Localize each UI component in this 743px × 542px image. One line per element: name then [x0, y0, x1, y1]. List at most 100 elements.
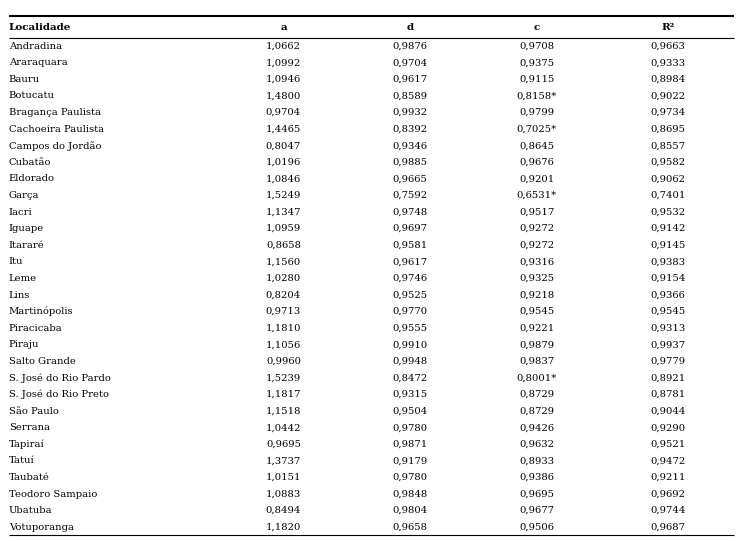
- Text: 0,9375: 0,9375: [519, 59, 554, 67]
- Text: 0,9770: 0,9770: [392, 307, 427, 316]
- Text: Teodoro Sampaio: Teodoro Sampaio: [9, 489, 97, 499]
- Text: 0,7592: 0,7592: [392, 191, 427, 200]
- Text: Piraju: Piraju: [9, 340, 39, 349]
- Text: Taubaté: Taubaté: [9, 473, 50, 482]
- Text: Leme: Leme: [9, 274, 37, 283]
- Text: 0,9316: 0,9316: [519, 257, 554, 266]
- Text: R²: R²: [661, 23, 675, 31]
- Text: 0,9704: 0,9704: [266, 108, 301, 117]
- Text: Serrana: Serrana: [9, 423, 50, 432]
- Text: 0,9506: 0,9506: [519, 522, 554, 532]
- Text: 0,9218: 0,9218: [519, 291, 554, 300]
- Text: 0,9062: 0,9062: [650, 175, 686, 183]
- Text: 0,9386: 0,9386: [519, 473, 554, 482]
- Text: 0,9582: 0,9582: [650, 158, 686, 167]
- Text: 1,0992: 1,0992: [266, 59, 301, 67]
- Text: 0,9426: 0,9426: [519, 423, 554, 432]
- Text: 0,9545: 0,9545: [650, 307, 686, 316]
- Text: 1,5239: 1,5239: [266, 373, 301, 383]
- Text: 0,9677: 0,9677: [519, 506, 554, 515]
- Text: 1,0280: 1,0280: [266, 274, 301, 283]
- Text: 0,9632: 0,9632: [519, 440, 554, 449]
- Text: Araraquara: Araraquara: [9, 59, 68, 67]
- Text: a: a: [280, 23, 287, 31]
- Text: 0,8047: 0,8047: [266, 141, 301, 150]
- Text: 0,8729: 0,8729: [519, 390, 554, 399]
- Text: S. José do Rio Pardo: S. José do Rio Pardo: [9, 373, 111, 383]
- Text: 1,1056: 1,1056: [266, 340, 301, 349]
- Text: 0,9201: 0,9201: [519, 175, 554, 183]
- Text: 0,9313: 0,9313: [650, 324, 686, 333]
- Text: Botucatu: Botucatu: [9, 92, 55, 100]
- Text: 0,9581: 0,9581: [392, 241, 427, 250]
- Text: Eldorado: Eldorado: [9, 175, 55, 183]
- Text: 0,9932: 0,9932: [392, 108, 427, 117]
- Text: 1,0196: 1,0196: [266, 158, 301, 167]
- Text: 0,9876: 0,9876: [392, 42, 427, 51]
- Text: 0,9290: 0,9290: [650, 423, 686, 432]
- Text: 0,9663: 0,9663: [651, 42, 685, 51]
- Text: 0,8921: 0,8921: [650, 373, 686, 383]
- Text: 0,9848: 0,9848: [392, 489, 427, 499]
- Text: 0,9799: 0,9799: [519, 108, 554, 117]
- Text: Lins: Lins: [9, 291, 30, 300]
- Text: Garça: Garça: [9, 191, 39, 200]
- Text: 0,8645: 0,8645: [519, 141, 554, 150]
- Text: 0,8933: 0,8933: [519, 456, 554, 466]
- Text: 1,0662: 1,0662: [266, 42, 301, 51]
- Text: 0,9366: 0,9366: [651, 291, 685, 300]
- Text: 0,9346: 0,9346: [392, 141, 427, 150]
- Text: 0,9532: 0,9532: [650, 208, 686, 217]
- Text: 0,9315: 0,9315: [392, 390, 427, 399]
- Text: 0,9687: 0,9687: [650, 522, 686, 532]
- Text: 0,9545: 0,9545: [519, 307, 554, 316]
- Text: 0,9780: 0,9780: [392, 473, 427, 482]
- Text: Votuporanga: Votuporanga: [9, 522, 74, 532]
- Text: 0,8158*: 0,8158*: [516, 92, 557, 100]
- Text: 0,8589: 0,8589: [392, 92, 427, 100]
- Text: 0,9521: 0,9521: [650, 440, 686, 449]
- Text: 0,9704: 0,9704: [392, 59, 427, 67]
- Text: 0,8204: 0,8204: [266, 291, 301, 300]
- Text: 1,0151: 1,0151: [266, 473, 301, 482]
- Text: 0,9744: 0,9744: [650, 506, 686, 515]
- Text: 0,9617: 0,9617: [392, 257, 427, 266]
- Text: 0,7025*: 0,7025*: [516, 125, 557, 134]
- Text: 1,1347: 1,1347: [266, 208, 301, 217]
- Text: 0,9525: 0,9525: [392, 291, 427, 300]
- Text: 1,0946: 1,0946: [266, 75, 301, 84]
- Text: 0,8658: 0,8658: [266, 241, 301, 250]
- Text: 0,9910: 0,9910: [392, 340, 427, 349]
- Text: 0,9022: 0,9022: [650, 92, 686, 100]
- Text: 1,1560: 1,1560: [266, 257, 301, 266]
- Text: 0,9676: 0,9676: [519, 158, 554, 167]
- Text: 0,8557: 0,8557: [650, 141, 686, 150]
- Text: Localidade: Localidade: [9, 23, 71, 31]
- Text: 0,7401: 0,7401: [650, 191, 686, 200]
- Text: 1,1518: 1,1518: [266, 406, 301, 416]
- Text: Tapiraí: Tapiraí: [9, 440, 45, 449]
- Text: 0,9272: 0,9272: [519, 241, 554, 250]
- Text: 1,0442: 1,0442: [266, 423, 301, 432]
- Text: 0,8781: 0,8781: [650, 390, 686, 399]
- Text: 1,1810: 1,1810: [266, 324, 301, 333]
- Text: Ubatuba: Ubatuba: [9, 506, 53, 515]
- Text: 1,0959: 1,0959: [266, 224, 301, 233]
- Text: c: c: [533, 23, 540, 31]
- Text: 0,9837: 0,9837: [519, 357, 554, 366]
- Text: 1,4465: 1,4465: [266, 125, 301, 134]
- Text: 0,9617: 0,9617: [392, 75, 427, 84]
- Text: 0,6531*: 0,6531*: [516, 191, 557, 200]
- Text: Cubatão: Cubatão: [9, 158, 51, 167]
- Text: Itararé: Itararé: [9, 241, 45, 250]
- Text: Cachoeira Paulista: Cachoeira Paulista: [9, 125, 104, 134]
- Text: 0,9325: 0,9325: [519, 274, 554, 283]
- Text: 0,9044: 0,9044: [650, 406, 686, 416]
- Text: 0,9211: 0,9211: [650, 473, 686, 482]
- Text: 1,5249: 1,5249: [266, 191, 301, 200]
- Text: 0,9333: 0,9333: [650, 59, 686, 67]
- Text: 0,9879: 0,9879: [519, 340, 554, 349]
- Text: 0,8472: 0,8472: [392, 373, 427, 383]
- Text: 0,9734: 0,9734: [650, 108, 686, 117]
- Text: 1,0846: 1,0846: [266, 175, 301, 183]
